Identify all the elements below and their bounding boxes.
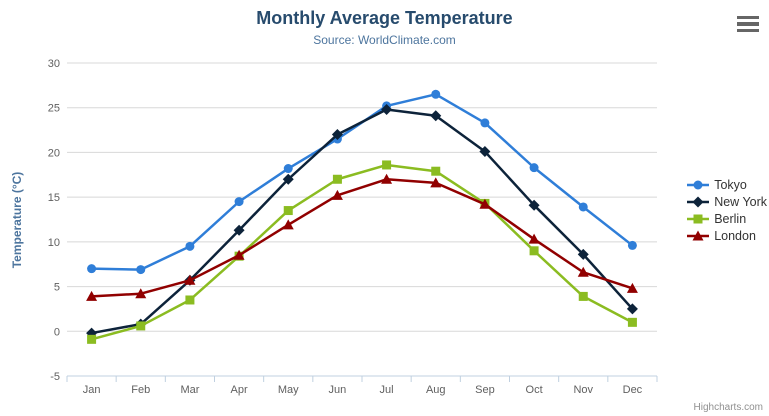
point-marker[interactable] xyxy=(382,160,392,170)
legend-item-label: Berlin xyxy=(714,211,747,226)
point-marker[interactable] xyxy=(430,177,442,188)
x-axis-tick-label: Dec xyxy=(623,384,643,396)
x-axis-tick-label: May xyxy=(278,384,299,396)
series-line xyxy=(90,93,634,271)
y-axis-tick-label: 15 xyxy=(48,192,60,204)
point-marker[interactable] xyxy=(234,197,244,207)
point-marker[interactable] xyxy=(331,189,343,200)
legend-item-label: Tokyo xyxy=(714,177,747,192)
point-marker[interactable] xyxy=(282,173,294,185)
point-marker[interactable] xyxy=(577,266,589,277)
legend-item-new-york[interactable]: New York xyxy=(687,193,767,210)
point-marker[interactable] xyxy=(627,240,637,250)
point-marker[interactable] xyxy=(431,166,441,176)
point-marker[interactable] xyxy=(331,129,343,141)
point-marker[interactable] xyxy=(86,290,98,301)
legend-marker-icon xyxy=(687,196,710,207)
y-axis-title: Temperature (°C) xyxy=(10,171,24,269)
x-axis-tick-label: Oct xyxy=(526,384,543,396)
y-axis-tick-label: 25 xyxy=(48,103,60,115)
point-marker[interactable] xyxy=(136,265,146,275)
legend-item-london[interactable]: London xyxy=(687,227,767,244)
point-marker[interactable] xyxy=(381,173,393,184)
series-new-york[interactable] xyxy=(86,104,638,339)
point-marker[interactable] xyxy=(627,317,637,327)
point-marker[interactable] xyxy=(578,291,588,301)
point-marker[interactable] xyxy=(184,274,196,285)
point-marker[interactable] xyxy=(283,164,293,174)
y-axis-tick-label: 30 xyxy=(48,58,60,70)
x-axis-tick-label: Jul xyxy=(380,384,394,396)
y-axis-tick-label: 5 xyxy=(54,282,60,294)
legend-marker-icon xyxy=(687,180,710,189)
point-marker[interactable] xyxy=(480,118,490,128)
x-axis-tick-label: Nov xyxy=(573,384,593,396)
point-marker[interactable] xyxy=(233,249,245,260)
chart-subtitle: Source: WorldClimate.com xyxy=(313,33,456,47)
series-line xyxy=(90,178,634,298)
series-line xyxy=(90,108,634,335)
point-marker[interactable] xyxy=(185,241,195,251)
point-marker[interactable] xyxy=(233,224,245,236)
point-marker[interactable] xyxy=(577,248,589,260)
point-marker[interactable] xyxy=(283,206,293,216)
x-axis-tick-label: Aug xyxy=(426,384,446,396)
y-axis-tick-label: 10 xyxy=(48,237,60,249)
x-axis-tick-label: Apr xyxy=(231,384,248,396)
point-marker[interactable] xyxy=(626,303,638,315)
chart-title: Monthly Average Temperature xyxy=(256,8,513,28)
series-london[interactable] xyxy=(86,173,638,301)
point-marker[interactable] xyxy=(529,163,539,173)
point-marker[interactable] xyxy=(578,202,588,212)
legend-item-berlin[interactable]: Berlin xyxy=(687,210,767,227)
legend-item-label: London xyxy=(714,228,756,243)
point-marker[interactable] xyxy=(479,198,491,209)
x-axis-tick-label: Jan xyxy=(83,384,101,396)
y-axis-tick-label: 0 xyxy=(54,326,60,338)
x-axis-tick-label: Sep xyxy=(475,384,495,396)
x-axis-tick-label: Mar xyxy=(180,384,199,396)
point-marker[interactable] xyxy=(479,146,491,158)
point-marker[interactable] xyxy=(332,174,342,184)
point-marker[interactable] xyxy=(528,199,540,211)
point-marker[interactable] xyxy=(185,295,195,305)
point-marker[interactable] xyxy=(693,180,703,189)
point-marker[interactable] xyxy=(87,264,97,274)
point-marker[interactable] xyxy=(431,89,441,99)
legend: Tokyo New York Berlin London xyxy=(687,176,767,244)
point-marker[interactable] xyxy=(529,246,539,256)
y-axis-tick-label: -5 xyxy=(50,371,60,383)
series-line xyxy=(90,163,634,341)
point-marker[interactable] xyxy=(693,214,703,223)
point-marker[interactable] xyxy=(528,233,540,244)
point-marker[interactable] xyxy=(135,288,147,299)
x-axis-tick-label: Feb xyxy=(131,384,150,396)
export-menu-button[interactable] xyxy=(735,13,761,35)
point-marker[interactable] xyxy=(430,110,442,122)
y-axis-tick-label: 20 xyxy=(48,147,60,159)
legend-marker-icon xyxy=(687,214,710,223)
series-tokyo[interactable] xyxy=(87,89,637,275)
legend-marker-icon xyxy=(687,230,710,240)
point-marker[interactable] xyxy=(626,282,638,293)
point-marker[interactable] xyxy=(692,196,704,207)
point-marker[interactable] xyxy=(381,104,393,116)
legend-item-label: New York xyxy=(714,194,767,209)
x-axis-tick-label: Jun xyxy=(329,384,347,396)
legend-item-tokyo[interactable]: Tokyo xyxy=(687,176,767,193)
point-marker[interactable] xyxy=(136,321,146,331)
point-marker[interactable] xyxy=(692,230,704,240)
point-marker[interactable] xyxy=(87,334,97,344)
credits-link[interactable]: Highcharts.com xyxy=(693,402,763,413)
hamburger-icon xyxy=(737,15,759,20)
point-marker[interactable] xyxy=(282,219,294,230)
